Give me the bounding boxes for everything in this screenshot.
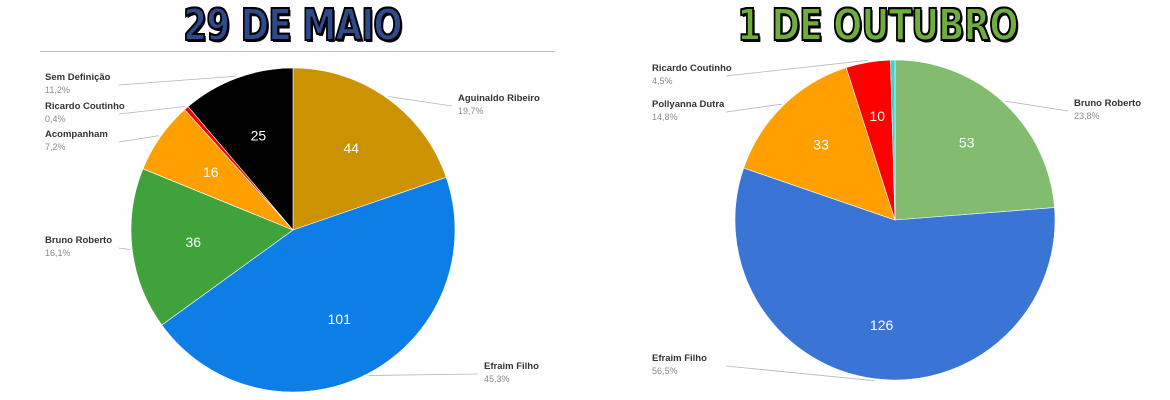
chart-panel-right: 1 DE OUTUBRO 53 Bruno Roberto 23,8% 126 Efra…: [585, 0, 1170, 400]
leader-line-left-aguinaldo-ribeiro: [388, 96, 453, 107]
legend-name-right-efraim-filho: Efraim Filho: [652, 353, 707, 364]
pie-slice-left-sem-defini-o: [187, 67, 294, 231]
legend-percent-right-efraim-filho: 56,5%: [652, 366, 678, 376]
chart-title-right: 1 DE OUTUBRO: [737, 0, 1020, 52]
legend-name-left-aguinaldo-ribeiro: Aguinaldo Ribeiro: [458, 93, 540, 104]
leader-line-right-ricardo-coutinho: [725, 59, 868, 77]
pie-slice-right-bruno-roberto: [894, 59, 1055, 221]
pie-chart-left: 44 Aguinaldo Ribeiro 19,7% 101 Efraim Filho 4…: [45, 67, 540, 393]
pie-slice-right-pollyanna-dutra: [743, 67, 896, 221]
chart-title-left: 29 DE MAIO: [182, 0, 403, 52]
legend-name-right-bruno-roberto: Bruno Roberto: [1074, 98, 1141, 109]
leader-line-left-efraim-filho: [368, 373, 479, 376]
legend-percent-left-acompanham: 7,2%: [45, 142, 66, 152]
leader-line-right-bruno-roberto: [1004, 100, 1069, 112]
pie-chart-right: 53 Bruno Roberto 23,8% 126 Efraim Filho 56,5%…: [652, 59, 1141, 382]
legend-percent-left-efraim-filho: 45,3%: [484, 374, 510, 384]
leader-line-left-bruno-roberto: [118, 247, 131, 250]
legend-name-right-ricardo-coutinho: Ricardo Coutinho: [652, 63, 732, 74]
legend-name-left-efraim-filho: Efraim Filho: [484, 361, 539, 372]
data-label-right-pollyanna-dutra: 33: [813, 137, 829, 153]
legend-percent-left-aguinaldo-ribeiro: 19,7%: [458, 106, 484, 116]
data-label-right-ricardo-coutinho: 10: [869, 108, 885, 124]
leader-line-right-pollyanna-dutra: [725, 103, 782, 113]
legend-percent-left-sem-defini-o: 11,2%: [45, 85, 70, 95]
data-label-left-acompanham: 16: [203, 164, 219, 180]
legend-percent-left-ricardo-coutinho: 0,4%: [45, 114, 66, 124]
data-label-right-bruno-roberto: 53: [959, 135, 975, 151]
data-label-left-bruno-roberto: 36: [186, 234, 202, 250]
legend-name-left-bruno-roberto: Bruno Roberto: [45, 235, 112, 246]
chart-panel-left: 29 DE MAIO 44 Aguinaldo Ribeiro 19,7% 101 Ef…: [40, 0, 555, 393]
legend-percent-right-ricardo-coutinho: 4,5%: [652, 76, 673, 86]
divider-left: [40, 51, 555, 52]
pie-slice-left-efraim-filho: [161, 176, 456, 393]
legend-name-left-sem-defini-o: Sem Definição: [45, 72, 111, 83]
legend-name-right-pollyanna-dutra: Pollyanna Dutra: [652, 99, 725, 110]
pie-slice-left-bruno-roberto: [130, 168, 294, 326]
legend-percent-left-bruno-roberto: 16,1%: [45, 248, 71, 258]
data-label-right-efraim-filho: 126: [870, 317, 894, 333]
data-label-left-aguinaldo-ribeiro: 44: [344, 140, 360, 156]
data-label-left-efraim-filho: 101: [328, 311, 352, 327]
leader-line-left-sem-defini-o: [118, 75, 237, 86]
leader-line-left-ricardo-coutinho: [118, 106, 186, 115]
legend-percent-right-bruno-roberto: 23,8%: [1074, 111, 1100, 121]
pie-slice-right-other: [890, 59, 896, 221]
pie-slice-left-aguinaldo-ribeiro: [292, 67, 447, 231]
pie-slice-right-efraim-filho: [734, 167, 1056, 381]
legend-name-left-ricardo-coutinho: Ricardo Coutinho: [45, 101, 125, 112]
legend-name-left-acompanham: Acompanham: [45, 129, 108, 140]
leader-line-right-efraim-filho: [725, 365, 875, 382]
legend-percent-right-pollyanna-dutra: 14,8%: [652, 112, 678, 122]
data-label-left-sem-defini-o: 25: [251, 128, 267, 144]
leader-line-left-acompanham: [118, 135, 159, 143]
